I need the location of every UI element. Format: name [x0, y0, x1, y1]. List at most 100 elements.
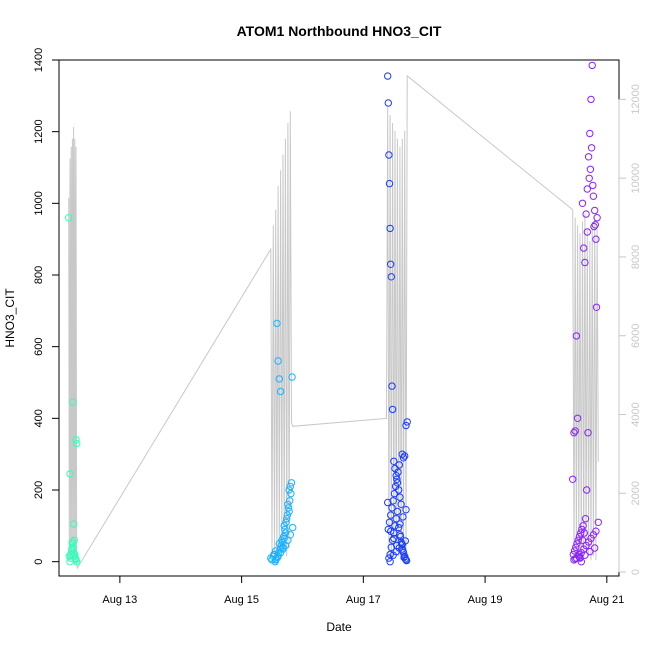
- y-tick-label: 600: [33, 337, 45, 355]
- data-point-series-4: [570, 556, 578, 564]
- y-tick-label: 400: [33, 409, 45, 427]
- data-point-series-3: [387, 273, 395, 281]
- y-tick-label: 1000: [33, 191, 45, 215]
- data-point-series-4: [592, 235, 600, 243]
- y-tick-label: 1400: [33, 48, 45, 72]
- data-point-series-4: [575, 532, 584, 541]
- data-point-series-1: [66, 470, 74, 478]
- data-point-series-3: [397, 500, 405, 508]
- y2-tick-label: 2000: [630, 481, 642, 505]
- data-point-series-3: [387, 260, 395, 268]
- data-point-series-2: [285, 507, 293, 516]
- y2-tick-label: 8000: [630, 245, 642, 269]
- data-point-series-3: [392, 472, 400, 480]
- data-point-series-4: [585, 174, 593, 183]
- data-point-series-2: [284, 504, 293, 512]
- data-point-series-3: [385, 518, 394, 526]
- data-point-series-4: [587, 144, 596, 152]
- x-tick-label: Aug 17: [346, 594, 381, 606]
- y-axis-label: HNO3_CIT: [3, 288, 17, 348]
- x-axis: Aug 13 Aug 15 Aug 17 Aug 19 Aug 21: [102, 575, 624, 606]
- x-tick-label: Aug 19: [468, 594, 503, 606]
- data-point-series-4: [592, 303, 601, 311]
- data-point-series-3: [396, 520, 404, 528]
- data-point-series-4: [581, 551, 589, 559]
- chart-title: ATOM1 Northbound HNO3_CIT: [237, 23, 442, 39]
- data-point-series-4: [583, 185, 591, 193]
- data-point-series-3: [396, 493, 404, 501]
- data-point-series-2: [287, 479, 296, 487]
- data-point-series-4: [572, 332, 581, 340]
- data-point-series-3: [387, 511, 395, 519]
- data-point-series-4: [572, 543, 580, 551]
- data-point-series-4: [581, 258, 589, 267]
- y-tick-label: 1200: [33, 119, 45, 143]
- data-point-series-4: [589, 181, 597, 190]
- data-point-series-3: [387, 527, 395, 535]
- data-point-series-4: [594, 518, 602, 526]
- data-point-series-4: [581, 515, 590, 523]
- data-point-series-4: [570, 547, 579, 555]
- data-point-series-2: [275, 540, 283, 548]
- points-group: [65, 61, 602, 566]
- data-point-series-4: [573, 540, 581, 548]
- data-point-series-1: [72, 436, 80, 444]
- data-point-series-2: [280, 522, 288, 530]
- data-point-series-2: [281, 529, 290, 537]
- data-point-series-3: [402, 506, 410, 514]
- data-point-series-2: [270, 550, 278, 559]
- y-axis: 0 200 400 600 800 1000 1200 1400: [33, 48, 60, 565]
- data-point-series-4: [571, 427, 579, 435]
- data-point-series-3: [403, 418, 411, 426]
- data-point-series-4: [572, 554, 581, 562]
- data-point-series-2: [276, 387, 285, 396]
- x-tick-label: Aug 15: [224, 594, 259, 606]
- data-point-series-3: [386, 224, 394, 233]
- data-point-series-4: [577, 529, 585, 537]
- data-point-series-2: [284, 500, 292, 508]
- data-point-series-3: [384, 72, 392, 80]
- data-point-series-4: [586, 129, 594, 138]
- data-point-series-1: [69, 543, 77, 551]
- data-point-series-4: [591, 206, 599, 215]
- data-point-series-4: [574, 536, 582, 544]
- data-point-series-4: [583, 228, 591, 236]
- x-tick-label: Aug 21: [589, 594, 624, 606]
- y2-tick-label: 10000: [630, 163, 642, 194]
- data-point-series-3: [398, 450, 406, 458]
- data-point-series-4: [591, 544, 599, 552]
- data-point-series-3: [386, 550, 394, 559]
- data-point-series-2: [282, 518, 290, 526]
- data-point-series-3: [402, 421, 410, 430]
- data-point-series-2: [289, 523, 297, 532]
- data-point-series-1: [66, 554, 75, 562]
- data-point-series-2: [275, 375, 283, 383]
- data-point-series-1: [69, 520, 78, 528]
- data-point-series-1: [69, 398, 77, 406]
- data-point-series-3: [390, 489, 399, 498]
- data-point-series-4: [580, 529, 588, 537]
- data-point-series-3: [393, 475, 401, 483]
- data-point-series-2: [286, 531, 294, 539]
- data-point-series-4: [578, 199, 587, 208]
- plot-frame: [58, 59, 620, 577]
- data-point-series-4: [586, 165, 595, 174]
- data-point-series-4: [591, 221, 599, 229]
- data-point-series-3: [390, 457, 398, 465]
- data-point-series-2: [276, 545, 284, 553]
- data-point-series-2: [280, 534, 288, 543]
- x-tick-label: Aug 13: [102, 594, 137, 606]
- data-point-series-3: [388, 536, 397, 544]
- data-point-series-4: [580, 244, 588, 252]
- data-point-series-3: [401, 555, 409, 563]
- data-point-series-4: [586, 547, 594, 556]
- data-point-series-2: [283, 515, 291, 523]
- y-tick-label: 200: [33, 481, 45, 499]
- data-point-series-3: [393, 507, 402, 516]
- data-point-series-2: [286, 497, 294, 505]
- y2-tick-label: 4000: [630, 402, 642, 426]
- data-point-series-4: [582, 210, 590, 218]
- data-point-series-3: [386, 558, 394, 566]
- data-point-series-3: [401, 452, 409, 460]
- plot-frame-group: [58, 59, 620, 577]
